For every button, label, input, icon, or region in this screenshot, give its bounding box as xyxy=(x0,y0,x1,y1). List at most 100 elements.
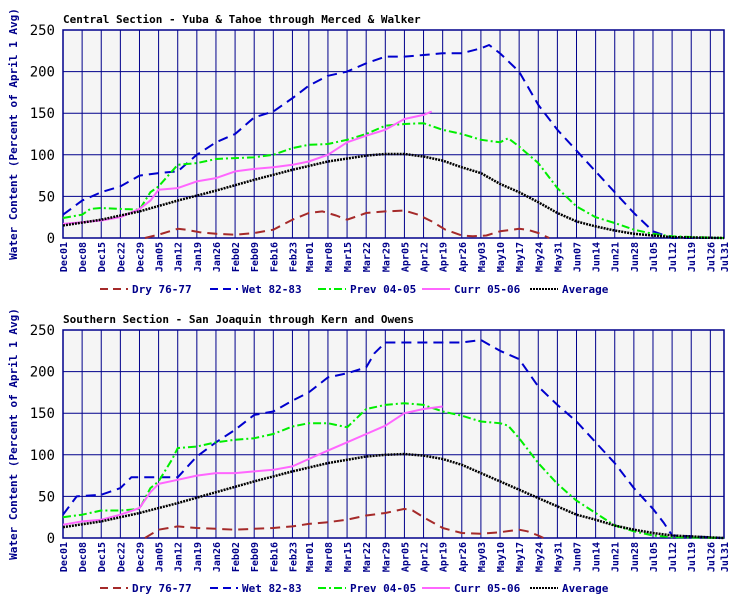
x-tick-label: Feb09 xyxy=(250,542,261,572)
x-tick-label: May10 xyxy=(496,242,507,272)
x-tick-label: Jun21 xyxy=(611,542,622,572)
x-tick-label: May24 xyxy=(534,542,545,572)
x-tick-label: Mar01 xyxy=(305,242,316,272)
x-tick-label: Apr12 xyxy=(420,542,431,572)
y-tick-label: 50 xyxy=(38,189,55,205)
series-line-wet-82-83 xyxy=(62,339,725,539)
series-line-prev-04-05 xyxy=(62,122,725,239)
legend-label: Curr 05-06 xyxy=(454,283,521,296)
x-tick-label: Dec01 xyxy=(59,542,70,572)
series-line-dry-76-77 xyxy=(144,507,545,539)
x-tick-label: Dec15 xyxy=(97,542,108,572)
x-tick-label: Jun21 xyxy=(611,242,622,272)
x-tick-label: Apr19 xyxy=(439,242,450,272)
y-tick-label: 0 xyxy=(47,531,55,547)
legend-label: Dry 76-77 xyxy=(132,283,192,296)
x-tick-label: Jan05 xyxy=(155,542,166,572)
chart-title: Southern Section - San Joaquin through K… xyxy=(63,313,414,326)
plot-area xyxy=(63,30,724,238)
x-tick-label: Jun28 xyxy=(630,242,641,272)
legend-label: Wet 82-83 xyxy=(242,582,302,595)
x-tick-label: Jun07 xyxy=(573,242,584,272)
x-tick-label: Feb23 xyxy=(288,242,299,272)
x-tick-label: Mar08 xyxy=(324,542,335,572)
x-tick-label: Dec22 xyxy=(116,242,127,272)
x-tick-label: Feb09 xyxy=(250,242,261,272)
x-tick-label: May31 xyxy=(553,242,564,272)
chart-panel-1: 0 50 100 150 200 250 Dec01 Dec08 Dec15 Dec22 Dec29… xyxy=(7,8,731,296)
y-tick-label: 100 xyxy=(30,448,55,464)
legend-label: Curr 05-06 xyxy=(454,582,521,595)
legend-label: Dry 76-77 xyxy=(132,582,192,595)
x-tick-label: Apr26 xyxy=(458,542,469,572)
x-tick-label: Dec08 xyxy=(78,242,89,272)
legend-label: Wet 82-83 xyxy=(242,283,302,296)
y-tick-label: 100 xyxy=(30,148,55,164)
y-tick-label: 0 xyxy=(47,231,55,247)
plot-frame xyxy=(62,29,725,239)
y-axis-label: Water Content (Percent of April 1 Avg) xyxy=(7,308,20,560)
x-tick-label: May17 xyxy=(515,542,526,572)
x-tick-label: May03 xyxy=(477,542,488,572)
x-tick-label: Feb16 xyxy=(269,242,280,272)
y-tick-label: 250 xyxy=(30,23,55,39)
x-tick-label: Jan12 xyxy=(174,242,185,272)
legend-label: Average xyxy=(562,582,609,595)
x-tick-label: Dec22 xyxy=(116,542,127,572)
series-line-curr-05-06 xyxy=(62,110,433,225)
plot-area xyxy=(63,330,724,538)
x-tick-label: Feb16 xyxy=(269,542,280,572)
x-tick-label: May03 xyxy=(477,242,488,272)
x-tick-label: Dec08 xyxy=(78,542,89,572)
x-tick-label: Jun28 xyxy=(630,542,641,572)
x-tick-label: Dec15 xyxy=(97,242,108,272)
x-tick-label: Jun14 xyxy=(592,542,603,572)
x-tick-label: Apr12 xyxy=(420,242,431,272)
x-tick-label: Mar29 xyxy=(381,542,392,572)
y-tick-label: 200 xyxy=(30,65,55,81)
x-tick-label: Mar15 xyxy=(343,242,354,272)
legend-label: Average xyxy=(562,283,609,296)
series-line-average xyxy=(62,452,725,540)
x-tick-label: Jul19 xyxy=(687,542,698,572)
x-tick-label: Jul26 xyxy=(706,242,717,272)
legend-label: Prev 04-05 xyxy=(350,283,416,296)
x-tick-label: Feb23 xyxy=(288,542,299,572)
y-tick-label: 250 xyxy=(30,323,55,339)
x-tick-label: Jul05 xyxy=(649,242,660,272)
chart-title: Central Section - Yuba & Tahoe through M… xyxy=(63,13,421,26)
x-tick-label: Mar22 xyxy=(362,242,373,272)
y-tick-label: 200 xyxy=(30,365,55,381)
series-line-curr-05-06 xyxy=(62,405,443,526)
x-tick-label: Jul31 xyxy=(720,242,731,272)
x-tick-label: Feb02 xyxy=(231,242,242,272)
x-tick-label: May31 xyxy=(553,542,564,572)
x-tick-label: Jan26 xyxy=(212,242,223,272)
x-tick-label: Jan26 xyxy=(212,542,223,572)
x-tick-label: Dec29 xyxy=(135,242,146,272)
y-tick-label: 150 xyxy=(30,406,55,422)
x-tick-label: Apr05 xyxy=(400,242,411,272)
series-line-prev-04-05 xyxy=(62,402,725,539)
x-tick-label: Mar08 xyxy=(324,242,335,272)
y-tick-label: 150 xyxy=(30,106,55,122)
x-tick-label: Apr26 xyxy=(458,242,469,272)
x-tick-label: Jul12 xyxy=(668,242,679,272)
x-tick-label: May17 xyxy=(515,242,526,272)
x-tick-label: Jul26 xyxy=(706,542,717,572)
x-tick-label: Mar22 xyxy=(362,542,373,572)
y-axis-label: Water Content (Percent of April 1 Avg) xyxy=(7,8,20,260)
x-tick-label: Jun14 xyxy=(592,242,603,272)
chart-panel-2: 0 50 100 150 200 250 Dec01 Dec08 Dec15 Dec22 Dec29… xyxy=(7,308,731,595)
x-tick-label: May24 xyxy=(534,242,545,272)
x-tick-label: Jan05 xyxy=(155,242,166,272)
legend-label: Prev 04-05 xyxy=(350,582,416,595)
x-tick-label: Jul31 xyxy=(720,542,731,572)
x-tick-label: Feb02 xyxy=(231,542,242,572)
x-tick-label: May10 xyxy=(496,542,507,572)
x-tick-label: Mar15 xyxy=(343,542,354,572)
x-tick-label: Jan12 xyxy=(174,542,185,572)
series-line-average xyxy=(62,152,725,240)
x-tick-label: Mar01 xyxy=(305,542,316,572)
x-tick-label: Jan19 xyxy=(193,542,204,572)
